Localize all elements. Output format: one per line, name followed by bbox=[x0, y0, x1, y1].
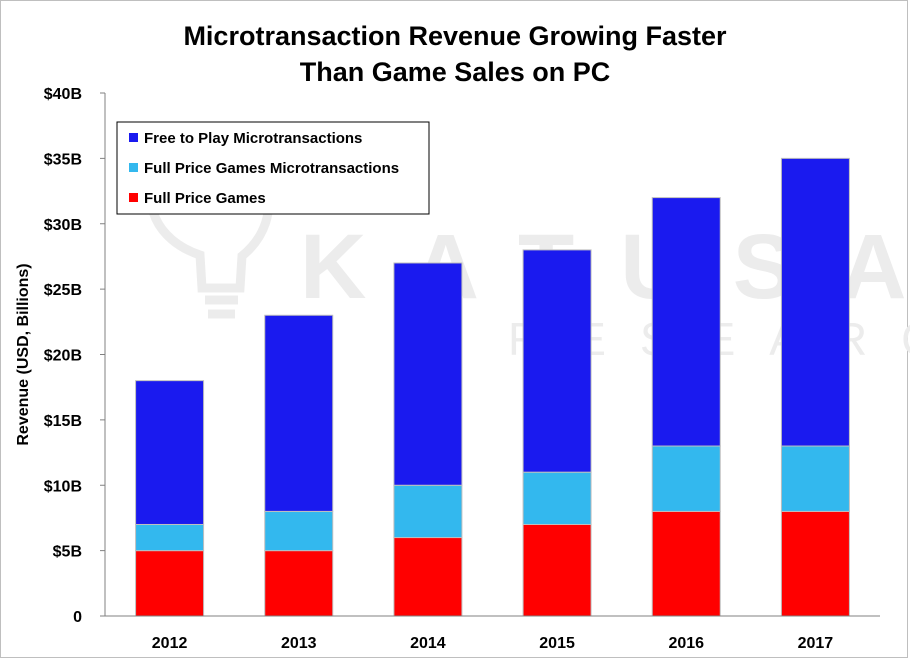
x-tick-label-2013: 2013 bbox=[281, 635, 317, 652]
legend-box bbox=[116, 121, 430, 215]
bar-free-to-play-microtransactions-2016 bbox=[651, 197, 721, 447]
bar-full-price-games-microtransactions-2016 bbox=[651, 445, 721, 512]
chart-title-line-2: Than Game Sales on PC bbox=[299, 57, 611, 87]
y-tick-label-25: $25B bbox=[44, 282, 82, 299]
y-tick-label-20: $20B bbox=[44, 348, 82, 365]
x-tick-label-2014: 2014 bbox=[410, 635, 446, 652]
bar-full-price-games-microtransactions-2013 bbox=[264, 510, 334, 552]
bar-full-price-games-2013 bbox=[264, 550, 334, 617]
bar-free-to-play-microtransactions-2017 bbox=[780, 157, 850, 447]
bar-free-to-play-microtransactions-2014 bbox=[393, 262, 463, 486]
bar-free-to-play-microtransactions-2012 bbox=[135, 380, 205, 525]
legend-label-full-price-games-microtransactions: Full Price Games Microtransactions bbox=[144, 160, 399, 177]
chart-title-line-1: Microtransaction Revenue Growing Faster bbox=[183, 21, 727, 51]
bar-full-price-games-microtransactions-2015 bbox=[522, 471, 592, 525]
bar-full-price-games-2015 bbox=[522, 523, 592, 617]
legend-swatch-free-to-play-microtransactions bbox=[129, 133, 138, 142]
bar-full-price-games-2014 bbox=[393, 537, 463, 617]
bar-full-price-games-2016 bbox=[651, 510, 721, 617]
axes-group: 2012 2013 2014 2015 2016 2017 0 $5B $10B $15B $20B… bbox=[15, 86, 880, 652]
y-tick-label-5: $5B bbox=[53, 544, 82, 561]
y-axis-title: Revenue (USD, Billions) bbox=[15, 263, 32, 445]
x-tick-label-2017: 2017 bbox=[798, 635, 834, 652]
y-tick-label-15: $15B bbox=[44, 413, 82, 430]
x-tick-label-2015: 2015 bbox=[539, 635, 575, 652]
legend: Free to Play Microtransactions Full Price… bbox=[116, 121, 430, 215]
bar-free-to-play-microtransactions-2015 bbox=[522, 249, 592, 473]
legend-label-free-to-play-microtransactions: Free to Play Microtransactions bbox=[144, 130, 362, 147]
bar-full-price-games-microtransactions-2017 bbox=[780, 445, 850, 512]
y-tick-label-10: $10B bbox=[44, 478, 82, 495]
bar-full-price-games-2012 bbox=[135, 550, 205, 617]
bar-full-price-games-microtransactions-2012 bbox=[135, 523, 205, 552]
y-tick-label-30: $30B bbox=[44, 217, 82, 234]
chart-title: Microtransaction Revenue Growing Faster … bbox=[0, 18, 910, 90]
y-tick-label-40: $40B bbox=[44, 86, 82, 103]
bar-free-to-play-microtransactions-2013 bbox=[264, 314, 334, 512]
legend-label-full-price-games: Full Price Games bbox=[144, 190, 266, 207]
legend-swatch-full-price-games-microtransactions bbox=[129, 163, 138, 172]
legend-swatch-full-price-games bbox=[129, 193, 138, 202]
y-tick-label-35: $35B bbox=[44, 151, 82, 168]
bar-full-price-games-2017 bbox=[780, 510, 850, 617]
x-tick-label-2012: 2012 bbox=[152, 635, 188, 652]
bar-full-price-games-microtransactions-2014 bbox=[393, 484, 463, 539]
x-tick-label-2016: 2016 bbox=[668, 635, 704, 652]
bar-series-group bbox=[135, 157, 850, 617]
y-tick-label-0: 0 bbox=[73, 609, 82, 626]
